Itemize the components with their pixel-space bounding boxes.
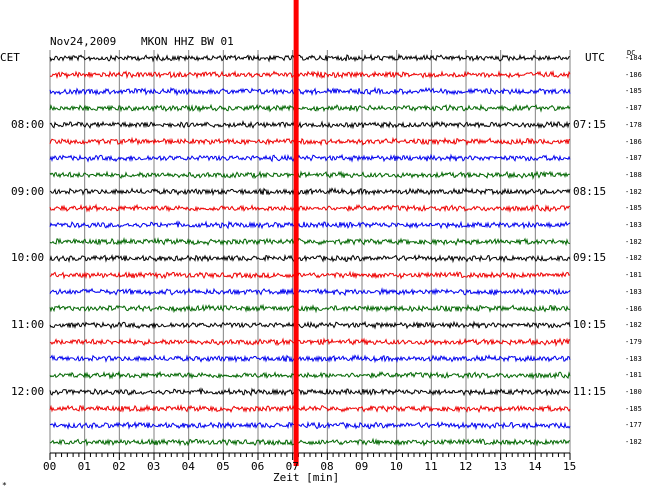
x-tick-label-11: 11	[424, 460, 438, 473]
x-tick-label-08: 08	[320, 460, 334, 473]
date-label: Nov24,2009	[50, 35, 117, 48]
trace-0	[49, 53, 571, 63]
x-tick-label-09: 09	[355, 460, 369, 473]
dc-offset-label: -180	[625, 388, 642, 396]
trace-12	[49, 253, 571, 264]
trace-1	[49, 70, 571, 80]
right-time-label: 07:15	[573, 117, 607, 131]
dc-offset-label: -187	[625, 104, 642, 113]
x-tick-label-07: 07	[285, 460, 299, 473]
trace-2	[49, 86, 571, 97]
left-time-label: 12:00	[11, 385, 45, 398]
x-tick-label-12: 12	[459, 460, 473, 473]
trace-7	[49, 170, 570, 181]
x-tick-label-03: 03	[147, 460, 161, 473]
corner-mark: *	[2, 481, 7, 490]
x-axis-title: Zeit [min]	[273, 471, 340, 484]
dc-offset-label: -188	[625, 170, 642, 179]
dc-header-label: DC	[627, 49, 636, 57]
dc-offset-label: -182	[625, 254, 642, 263]
left-time-label: 11:00	[11, 318, 45, 332]
left-timezone-label: CET	[0, 51, 20, 64]
trace-21	[49, 403, 571, 414]
minute-gridlines	[49, 50, 571, 453]
station-label: MKON HHZ BW 01	[141, 35, 234, 48]
right-time-label: 10:15	[573, 318, 607, 332]
x-tick-label-15: 15	[563, 460, 577, 473]
trace-15	[49, 303, 571, 314]
dc-offset-label: -182	[625, 187, 642, 196]
x-tick-label-14: 14	[528, 460, 542, 473]
trace-5	[49, 136, 571, 147]
trace-14	[49, 287, 571, 297]
trace-8	[49, 187, 571, 197]
right-time-label: 11:15	[573, 385, 607, 398]
dc-offset-label: -186	[625, 137, 642, 146]
right-time-label: 09:15	[573, 251, 607, 265]
dc-offset-label: -184	[625, 54, 642, 62]
dc-offset-label: -186	[625, 304, 642, 313]
trace-9	[49, 203, 571, 213]
left-time-label: 09:00	[11, 184, 45, 198]
seismic-traces	[49, 53, 571, 447]
right-timezone-label: UTC	[585, 51, 605, 64]
trace-11	[49, 236, 571, 247]
left-time-label: 10:00	[11, 251, 45, 265]
dc-offset-label: -181	[625, 271, 642, 280]
dc-offset-label: -183	[625, 287, 642, 296]
dc-offset-label: -182	[625, 237, 642, 246]
dc-offset-label: -185	[625, 404, 642, 413]
trace-20	[49, 387, 571, 397]
dc-offset-label: -177	[625, 421, 642, 430]
event-marker-line	[293, 0, 299, 466]
dc-offset-label: -182	[625, 438, 642, 447]
trace-23	[49, 437, 571, 447]
x-tick-label-05: 05	[216, 460, 230, 473]
trace-17	[49, 337, 571, 348]
trace-4	[49, 120, 571, 130]
dc-offset-label: -187	[625, 154, 642, 163]
event-marker	[293, 0, 299, 466]
trace-3	[49, 103, 571, 113]
x-axis-ticks	[49, 452, 571, 460]
x-tick-label-10: 10	[389, 460, 403, 473]
right-time-label: 08:15	[573, 184, 607, 198]
dc-offset-label: -185	[625, 204, 642, 213]
trace-10	[49, 220, 571, 230]
trace-18	[49, 354, 571, 364]
trace-19	[49, 370, 571, 380]
x-tick-label-01: 01	[77, 460, 91, 473]
dc-offset-label: -179	[625, 337, 642, 346]
x-tick-label-13: 13	[493, 460, 507, 473]
dc-offset-label: -183	[625, 221, 642, 229]
dc-offset-label: -186	[625, 70, 642, 79]
x-tick-label-04: 04	[181, 460, 195, 473]
dc-offset-label: -185	[625, 87, 642, 96]
dc-offset-label: -181	[625, 371, 642, 380]
x-tick-label-00: 00	[43, 460, 57, 473]
trace-6	[49, 153, 571, 163]
left-time-label: 08:00	[11, 117, 45, 131]
dc-offset-label: -183	[625, 354, 642, 363]
trace-16	[49, 320, 571, 330]
x-tick-label-06: 06	[251, 460, 265, 473]
trace-13	[49, 270, 571, 280]
dc-offset-label: -178	[625, 120, 642, 129]
trace-22	[49, 420, 571, 431]
dc-offset-label: -182	[625, 321, 642, 330]
x-tick-label-02: 02	[112, 460, 126, 473]
